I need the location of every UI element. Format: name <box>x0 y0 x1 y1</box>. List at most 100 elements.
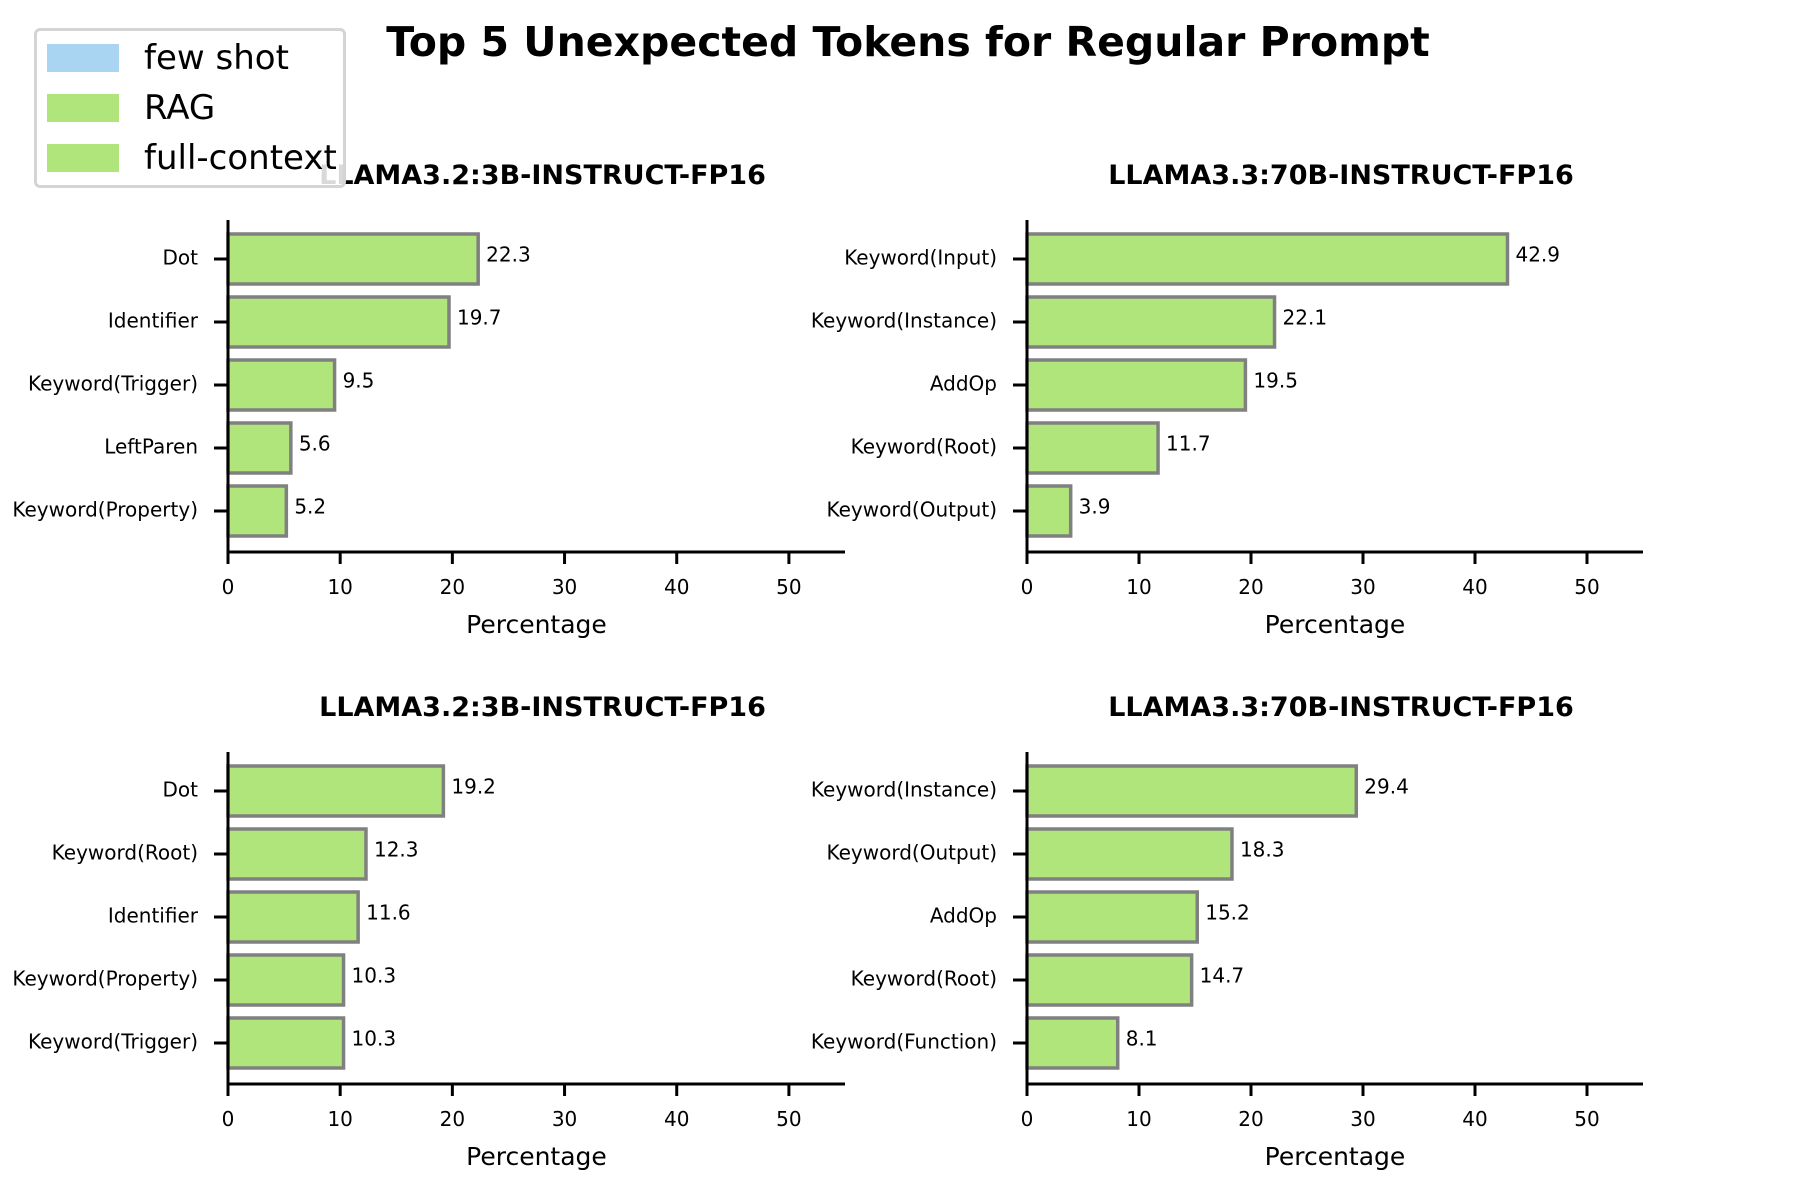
y-tick-label: Keyword(Instance) <box>811 309 997 333</box>
legend-item-full-context: full-context <box>47 138 337 178</box>
y-tick-label: Keyword(Root) <box>851 967 997 991</box>
bar <box>226 1016 346 1070</box>
bar-value-label: 29.4 <box>1364 775 1409 799</box>
bar-value-label: 18.3 <box>1240 838 1285 862</box>
figure-title: Top 5 Unexpected Tokens for Regular Prom… <box>386 18 1430 66</box>
y-tick-label: LeftParen <box>104 435 198 459</box>
bar <box>1025 421 1160 475</box>
y-tick-label: Keyword(Function) <box>811 1030 997 1054</box>
y-tick-label: Keyword(Root) <box>52 841 198 865</box>
y-tick-label: Keyword(Output) <box>827 841 998 865</box>
panel-title: LLAMA3.2:3B-INSTRUCT-FP16 <box>319 160 766 191</box>
panel-title: LLAMA3.3:70B-INSTRUCT-FP16 <box>1108 160 1574 191</box>
bar <box>226 421 293 475</box>
y-tick-label: Keyword(Input) <box>844 246 997 270</box>
x-tick-label: 0 <box>1021 575 1034 599</box>
legend-swatch-few-shot <box>47 44 119 72</box>
panel-2: LLAMA3.3:70B-INSTRUCT-FP16 42.9 Keyword(In… <box>811 160 1643 639</box>
x-tick-label: 10 <box>327 1107 352 1131</box>
bar-value-label: 5.6 <box>299 432 331 456</box>
bar-value-label: 10.3 <box>352 1027 397 1051</box>
y-tick-label: Dot <box>163 778 199 802</box>
bar-value-label: 3.9 <box>1079 495 1111 519</box>
legend-label-full-context: full-context <box>144 138 337 178</box>
bar-value-label: 8.1 <box>1126 1027 1158 1051</box>
bar <box>226 232 480 286</box>
bar <box>1025 764 1359 818</box>
bar <box>1025 232 1510 286</box>
y-tick-label: AddOp <box>930 904 997 928</box>
y-tick-label: Dot <box>163 246 199 270</box>
panel-4: LLAMA3.3:70B-INSTRUCT-FP16 29.4 Keyword(In… <box>811 692 1643 1171</box>
y-tick-label: Identifier <box>108 904 199 928</box>
x-tick-label: 20 <box>1238 1107 1263 1131</box>
legend-swatch-rag <box>47 94 119 122</box>
bar <box>1025 295 1277 349</box>
panel-1: LLAMA3.2:3B-INSTRUCT-FP16 22.3 Dot 19.7 Iden… <box>12 160 845 639</box>
x-tick-label: 50 <box>1574 1107 1599 1131</box>
legend-swatch-full-context <box>47 144 119 172</box>
bar-value-label: 9.5 <box>343 369 375 393</box>
bar-value-label: 11.7 <box>1166 432 1211 456</box>
bar-value-label: 22.1 <box>1283 306 1328 330</box>
x-axis-label: Percentage <box>1265 610 1406 639</box>
x-tick-label: 40 <box>1462 575 1487 599</box>
bar-value-label: 5.2 <box>294 495 326 519</box>
bar <box>1025 1016 1120 1070</box>
x-tick-label: 20 <box>440 1107 465 1131</box>
bar <box>1025 890 1199 944</box>
x-tick-label: 50 <box>776 575 801 599</box>
bar <box>226 764 446 818</box>
x-tick-label: 10 <box>1126 575 1151 599</box>
x-axis-label: Percentage <box>466 1142 607 1171</box>
y-tick-label: Keyword(Trigger) <box>28 372 198 396</box>
y-tick-label: Keyword(Property) <box>12 967 198 991</box>
panel-title: LLAMA3.3:70B-INSTRUCT-FP16 <box>1108 692 1574 723</box>
bar <box>226 890 360 944</box>
legend-label-rag: RAG <box>144 88 216 128</box>
y-tick-label: Keyword(Instance) <box>811 778 997 802</box>
bar-value-label: 14.7 <box>1200 964 1245 988</box>
bar <box>1025 953 1194 1007</box>
bar-value-label: 10.3 <box>352 964 397 988</box>
bar-value-label: 12.3 <box>374 838 419 862</box>
legend-item-rag: RAG <box>47 88 215 128</box>
x-tick-label: 50 <box>1574 575 1599 599</box>
bar <box>226 827 368 881</box>
legend-item-few-shot: few shot <box>47 38 289 78</box>
bar-value-label: 42.9 <box>1515 243 1560 267</box>
bar <box>226 484 289 538</box>
x-tick-label: 20 <box>1238 575 1263 599</box>
x-axis-label: Percentage <box>1265 1142 1406 1171</box>
x-tick-label: 30 <box>1350 575 1375 599</box>
panel-title: LLAMA3.2:3B-INSTRUCT-FP16 <box>319 692 766 723</box>
y-tick-label: Keyword(Property) <box>12 498 198 522</box>
x-tick-label: 0 <box>1021 1107 1034 1131</box>
bar <box>226 295 451 349</box>
x-tick-label: 10 <box>327 575 352 599</box>
legend: few shot RAG full-context <box>34 28 346 188</box>
x-tick-label: 10 <box>1126 1107 1151 1131</box>
bar <box>226 358 337 412</box>
legend-label-few-shot: few shot <box>144 38 289 78</box>
y-tick-label: Keyword(Output) <box>827 498 998 522</box>
x-tick-label: 30 <box>552 1107 577 1131</box>
bar-value-label: 15.2 <box>1205 901 1250 925</box>
bar <box>1025 484 1073 538</box>
bar-value-label: 19.7 <box>457 306 502 330</box>
x-tick-label: 40 <box>664 1107 689 1131</box>
x-tick-label: 20 <box>440 575 465 599</box>
x-tick-label: 40 <box>1462 1107 1487 1131</box>
bar-value-label: 19.2 <box>451 775 496 799</box>
y-tick-label: Identifier <box>108 309 199 333</box>
bar <box>1025 827 1234 881</box>
bar <box>226 953 346 1007</box>
x-tick-label: 30 <box>1350 1107 1375 1131</box>
x-tick-label: 50 <box>776 1107 801 1131</box>
panel-3: LLAMA3.2:3B-INSTRUCT-FP16 19.2 Dot 12.3 Keyw… <box>12 692 845 1171</box>
y-tick-label: Keyword(Trigger) <box>28 1030 198 1054</box>
bar-value-label: 11.6 <box>366 901 411 925</box>
y-tick-label: AddOp <box>930 372 997 396</box>
bar <box>1025 358 1248 412</box>
